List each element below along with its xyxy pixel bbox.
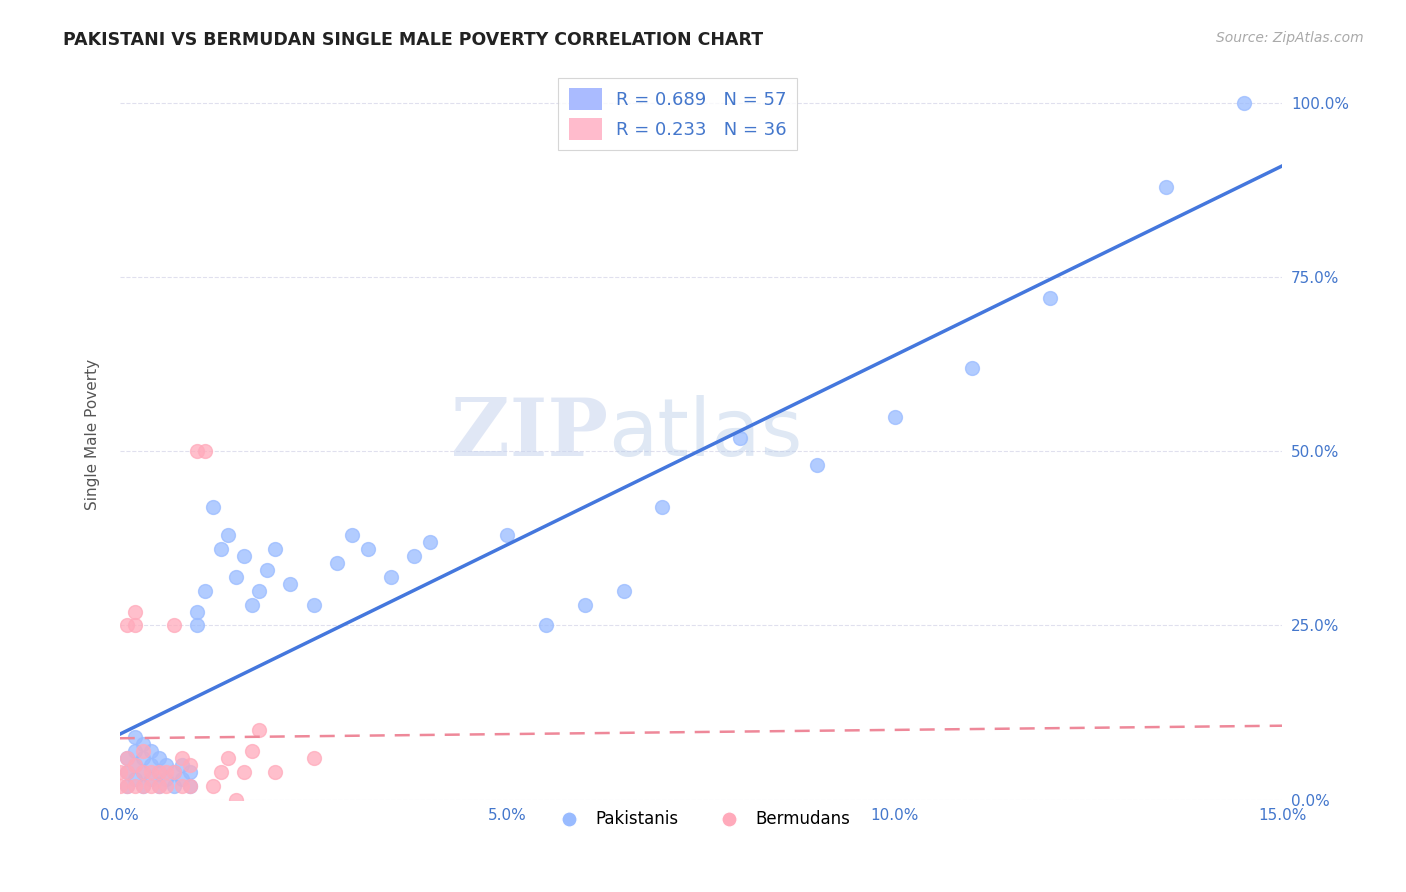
Point <box>117 764 139 779</box>
Point <box>117 779 139 793</box>
Point <box>132 779 155 793</box>
Point <box>124 730 146 744</box>
Point <box>117 764 139 779</box>
Point <box>170 772 193 786</box>
Point <box>534 618 557 632</box>
Point <box>232 764 254 779</box>
Point <box>613 583 636 598</box>
Point <box>163 779 186 793</box>
Point <box>139 764 162 779</box>
Point <box>148 764 170 779</box>
Point <box>163 618 186 632</box>
Point <box>132 750 155 764</box>
Point <box>342 528 364 542</box>
Point <box>124 618 146 632</box>
Point <box>209 764 232 779</box>
Point <box>170 757 193 772</box>
Point <box>263 764 285 779</box>
Point <box>124 744 146 758</box>
Point <box>574 598 596 612</box>
Text: PAKISTANI VS BERMUDAN SINGLE MALE POVERTY CORRELATION CHART: PAKISTANI VS BERMUDAN SINGLE MALE POVERT… <box>63 31 763 49</box>
Point <box>132 737 155 751</box>
Point <box>117 750 139 764</box>
Point <box>155 772 177 786</box>
Point <box>1154 179 1177 194</box>
Point <box>124 772 146 786</box>
Point <box>728 430 751 444</box>
Point <box>357 541 380 556</box>
Point <box>419 535 441 549</box>
Point <box>170 750 193 764</box>
Point <box>108 764 131 779</box>
Point <box>124 757 146 772</box>
Point <box>155 764 177 779</box>
Point <box>148 750 170 764</box>
Point <box>278 576 301 591</box>
Point <box>139 779 162 793</box>
Point <box>201 500 224 515</box>
Point <box>240 744 263 758</box>
Point <box>155 757 177 772</box>
Point <box>247 723 270 737</box>
Point <box>179 764 201 779</box>
Point <box>201 779 224 793</box>
Point <box>380 570 402 584</box>
Point <box>155 779 177 793</box>
Point <box>117 618 139 632</box>
Point <box>194 583 217 598</box>
Point <box>883 409 905 424</box>
Point <box>1233 96 1256 111</box>
Point <box>232 549 254 563</box>
Point <box>117 779 139 793</box>
Point <box>163 764 186 779</box>
Point <box>225 570 247 584</box>
Point <box>962 360 984 375</box>
Point <box>132 764 155 779</box>
Point <box>124 779 146 793</box>
Point <box>148 764 170 779</box>
Point <box>179 779 201 793</box>
Text: Source: ZipAtlas.com: Source: ZipAtlas.com <box>1216 31 1364 45</box>
Point <box>806 458 828 473</box>
Point <box>117 750 139 764</box>
Point <box>124 605 146 619</box>
Point <box>651 500 673 515</box>
Point <box>139 744 162 758</box>
Point <box>179 757 201 772</box>
Point <box>209 541 232 556</box>
Point <box>186 605 208 619</box>
Point <box>170 779 193 793</box>
Point <box>225 792 247 806</box>
Text: ZIP: ZIP <box>451 395 609 473</box>
Point <box>108 779 131 793</box>
Point <box>1039 291 1062 305</box>
Point <box>186 444 208 458</box>
Point <box>139 772 162 786</box>
Point <box>256 563 278 577</box>
Point <box>404 549 426 563</box>
Text: atlas: atlas <box>609 395 803 473</box>
Point <box>148 779 170 793</box>
Point <box>263 541 285 556</box>
Y-axis label: Single Male Poverty: Single Male Poverty <box>86 359 100 509</box>
Point <box>194 444 217 458</box>
Point <box>139 757 162 772</box>
Point <box>132 779 155 793</box>
Point <box>124 757 146 772</box>
Point <box>148 779 170 793</box>
Point <box>132 744 155 758</box>
Point <box>326 556 349 570</box>
Point <box>217 528 239 542</box>
Point <box>496 528 519 542</box>
Point <box>302 598 325 612</box>
Point <box>132 764 155 779</box>
Legend: Pakistanis, Bermudans: Pakistanis, Bermudans <box>546 804 856 835</box>
Point <box>240 598 263 612</box>
Point <box>186 618 208 632</box>
Point <box>247 583 270 598</box>
Point <box>163 764 186 779</box>
Point <box>302 750 325 764</box>
Point <box>217 750 239 764</box>
Point <box>179 779 201 793</box>
